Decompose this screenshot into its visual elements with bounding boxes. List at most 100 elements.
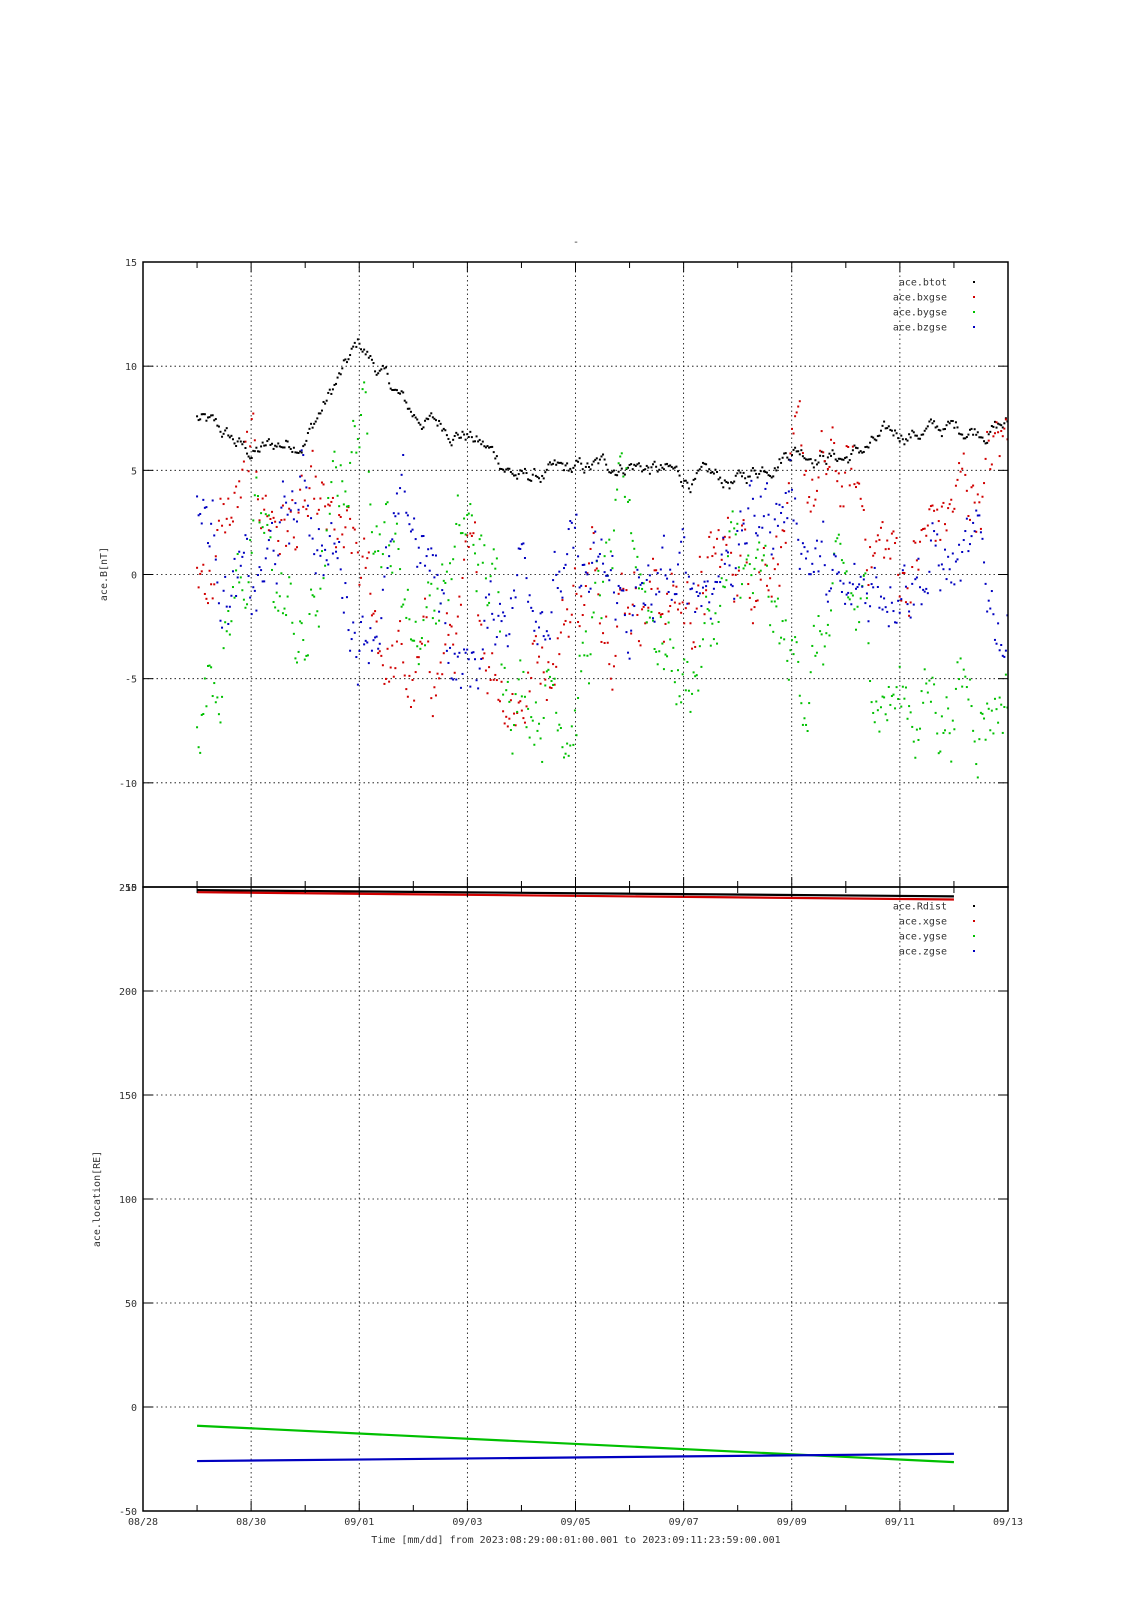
data-point xyxy=(213,534,216,537)
data-point xyxy=(662,534,665,537)
data-point xyxy=(887,685,890,688)
data-point xyxy=(520,695,523,698)
data-point xyxy=(942,568,945,571)
data-point xyxy=(661,642,664,645)
data-point xyxy=(769,531,772,534)
data-point xyxy=(511,693,514,696)
data-point xyxy=(631,603,634,606)
data-point xyxy=(803,457,806,460)
data-point xyxy=(925,534,928,537)
data-point xyxy=(747,583,750,586)
data-point xyxy=(291,490,294,493)
data-point xyxy=(559,461,562,464)
data-point xyxy=(347,358,350,361)
data-point xyxy=(719,604,722,607)
data-point xyxy=(719,565,722,568)
data-point xyxy=(420,637,423,640)
data-point xyxy=(425,417,428,420)
data-point xyxy=(463,648,466,651)
data-point xyxy=(328,504,331,507)
data-point xyxy=(617,462,620,465)
data-point xyxy=(225,427,228,430)
data-point xyxy=(250,551,253,554)
data-point xyxy=(249,445,252,448)
data-point xyxy=(627,500,630,503)
data-point xyxy=(734,533,737,536)
data-point xyxy=(299,620,302,623)
data-point xyxy=(692,478,695,481)
data-point xyxy=(424,644,427,647)
data-point xyxy=(890,532,893,535)
data-point xyxy=(330,500,333,503)
data-point xyxy=(541,474,544,477)
data-point xyxy=(648,580,651,583)
data-point xyxy=(342,546,345,549)
data-point xyxy=(467,545,470,548)
series-ace-btot xyxy=(196,338,1009,494)
data-point xyxy=(987,433,990,436)
data-point xyxy=(336,537,339,540)
data-point xyxy=(384,503,387,506)
data-point xyxy=(447,661,450,664)
data-point xyxy=(850,592,853,595)
data-point xyxy=(642,468,645,471)
data-point xyxy=(647,466,650,469)
data-point xyxy=(464,533,467,536)
data-point xyxy=(455,678,458,681)
data-point xyxy=(984,457,987,460)
data-point xyxy=(486,604,489,607)
data-point xyxy=(386,501,389,504)
data-point xyxy=(662,468,665,471)
data-point xyxy=(478,667,481,670)
data-point xyxy=(867,584,870,587)
data-point xyxy=(203,506,206,509)
data-point xyxy=(577,697,580,700)
data-point xyxy=(256,495,259,498)
data-point xyxy=(676,669,679,672)
data-point xyxy=(522,472,525,475)
data-point xyxy=(267,438,270,441)
data-point xyxy=(673,681,676,684)
data-point xyxy=(575,734,578,737)
data-point xyxy=(456,655,459,658)
data-point xyxy=(965,517,968,520)
data-point xyxy=(730,481,733,484)
data-point xyxy=(355,656,358,659)
data-point xyxy=(1001,654,1004,657)
data-point xyxy=(517,473,520,476)
data-point xyxy=(733,480,736,483)
series-ace-bxgse xyxy=(196,400,1009,728)
data-point xyxy=(647,564,650,567)
data-point xyxy=(845,593,848,596)
data-point xyxy=(530,716,533,719)
data-point xyxy=(480,534,483,537)
data-point xyxy=(388,680,391,683)
data-point xyxy=(267,529,270,532)
data-point xyxy=(313,553,316,556)
data-point xyxy=(214,418,217,421)
data-point xyxy=(709,471,712,474)
data-point xyxy=(235,485,238,488)
data-point xyxy=(386,647,389,650)
data-point xyxy=(431,617,434,620)
data-point xyxy=(302,454,305,457)
data-point xyxy=(897,437,900,440)
data-point xyxy=(878,434,881,437)
data-point xyxy=(328,388,331,391)
data-point xyxy=(975,509,978,512)
data-point xyxy=(386,372,389,375)
data-point xyxy=(737,566,740,569)
data-point xyxy=(269,443,272,446)
data-point xyxy=(750,479,753,482)
data-point xyxy=(644,622,647,625)
data-point xyxy=(558,570,561,573)
data-point xyxy=(842,458,845,461)
data-point xyxy=(391,571,394,574)
data-point xyxy=(778,584,781,587)
data-point xyxy=(987,439,990,442)
data-point xyxy=(392,540,395,543)
data-point xyxy=(808,458,811,461)
data-point xyxy=(844,456,847,459)
data-point xyxy=(402,391,405,394)
